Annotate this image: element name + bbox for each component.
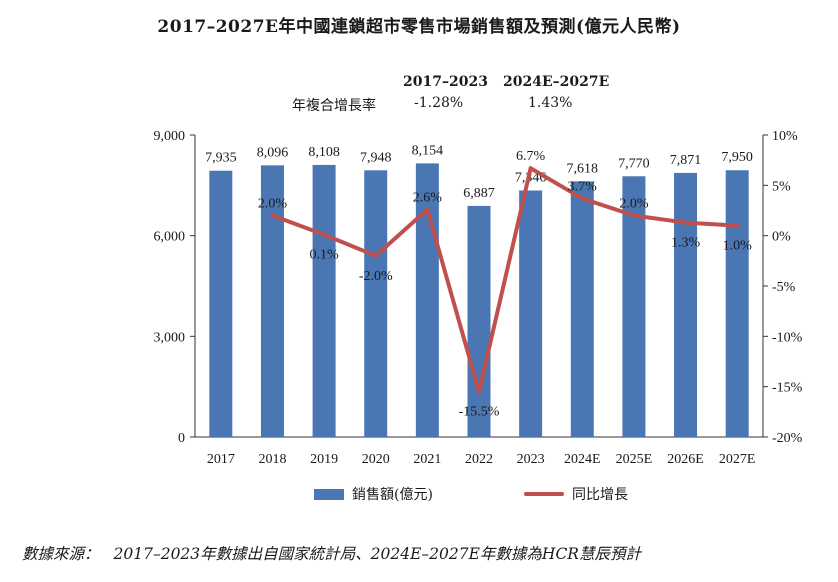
x-tick-label: 2017: [207, 452, 235, 467]
right-tick-label: -10%: [772, 330, 803, 345]
bar: [622, 176, 646, 438]
x-tick-label: 2026E: [667, 452, 704, 467]
cagr-period-1: 2017–2023: [403, 74, 488, 90]
x-tick-label: 2020: [362, 452, 390, 467]
growth-point: [580, 196, 585, 201]
bar-value-label: 8,096: [257, 145, 289, 160]
growth-point: [270, 213, 275, 218]
growth-value-label: 3.7%: [568, 179, 598, 194]
bar-value-label: 7,618: [567, 161, 599, 176]
bar: [674, 172, 698, 437]
chart-title: 2017–2027E年中國連鎖超市零售市場銷售額及預測(億元人民幣): [157, 17, 681, 37]
bar-value-label: 8,154: [412, 143, 444, 158]
left-tick-label: 3,000: [154, 330, 186, 345]
left-tick-label: 6,000: [154, 230, 186, 245]
bar-value-label: 7,770: [618, 156, 650, 171]
right-tick-label: 10%: [772, 129, 798, 144]
cagr-value-2: 1.43%: [528, 95, 573, 111]
right-tick-label: 0%: [772, 230, 791, 245]
legend-line-label: 同比增長: [572, 487, 628, 503]
bar: [364, 170, 388, 437]
bar: [260, 165, 284, 437]
left-tick-label: 9,000: [154, 129, 186, 144]
x-tick-label: 2023: [517, 452, 545, 467]
growth-value-label: 0.1%: [310, 248, 340, 263]
growth-point: [683, 220, 688, 225]
right-tick-label: -20%: [772, 431, 803, 446]
right-tick-label: -5%: [772, 280, 796, 295]
bar-value-label: 6,887: [463, 186, 495, 201]
right-tick-label: 5%: [772, 179, 791, 194]
growth-point: [425, 207, 430, 212]
growth-point: [373, 253, 378, 258]
growth-value-label: -15.5%: [459, 405, 500, 420]
growth-value-label: 6.7%: [516, 149, 546, 164]
bar-value-label: 7,950: [721, 150, 753, 165]
right-tick-label: -15%: [772, 381, 803, 396]
source-text: 2017–2023年數據出自國家統計局、2024E–2027E年數據為HCR慧辰…: [113, 545, 641, 563]
growth-point: [322, 232, 327, 237]
bar: [209, 170, 233, 437]
cagr-period-2: 2024E–2027E: [503, 74, 610, 90]
bar-value-label: 7,871: [670, 153, 702, 168]
bar: [725, 170, 749, 437]
growth-point: [631, 213, 636, 218]
growth-value-label: -2.0%: [359, 269, 393, 284]
bar: [570, 181, 594, 437]
growth-point: [735, 223, 740, 228]
cagr-label: 年複合增長率: [292, 98, 376, 114]
bar: [519, 190, 543, 437]
bar: [312, 164, 336, 437]
growth-point: [528, 166, 533, 171]
x-tick-label: 2018: [258, 452, 286, 467]
bar: [467, 205, 491, 437]
growth-value-label: 2.0%: [619, 197, 649, 212]
cagr-value-1: -1.28%: [414, 95, 464, 111]
x-tick-label: 2024E: [564, 452, 601, 467]
legend-bar-label: 銷售額(億元): [352, 487, 433, 503]
source-note: 數據來源： 2017–2023年數據出自國家統計局、2024E–2027E年數據為…: [22, 542, 641, 564]
legend-line: 同比增長: [524, 484, 628, 504]
growth-value-label: 2.0%: [258, 197, 288, 212]
x-tick-label: 2019: [310, 452, 338, 467]
bar-value-label: 7,935: [205, 151, 237, 166]
bar-value-label: 8,108: [308, 145, 340, 160]
x-tick-label: 2021: [413, 452, 441, 467]
growth-point: [477, 389, 481, 394]
source-label: 數據來源：: [22, 545, 100, 563]
bar-value-label: 7,948: [360, 150, 392, 165]
x-tick-label: 2027E: [719, 452, 756, 467]
growth-value-label: 1.0%: [723, 239, 753, 254]
growth-line: [270, 166, 740, 394]
legend-line-swatch: [524, 492, 564, 496]
x-tick-label: 2022: [465, 452, 493, 467]
growth-value-label: 1.3%: [671, 236, 701, 251]
legend-bar-swatch: [314, 488, 344, 500]
legend-bar: 銷售額(億元): [314, 484, 433, 504]
growth-value-label: 2.6%: [413, 190, 443, 205]
left-tick-label: 0: [178, 431, 185, 446]
x-tick-label: 2025E: [616, 452, 653, 467]
